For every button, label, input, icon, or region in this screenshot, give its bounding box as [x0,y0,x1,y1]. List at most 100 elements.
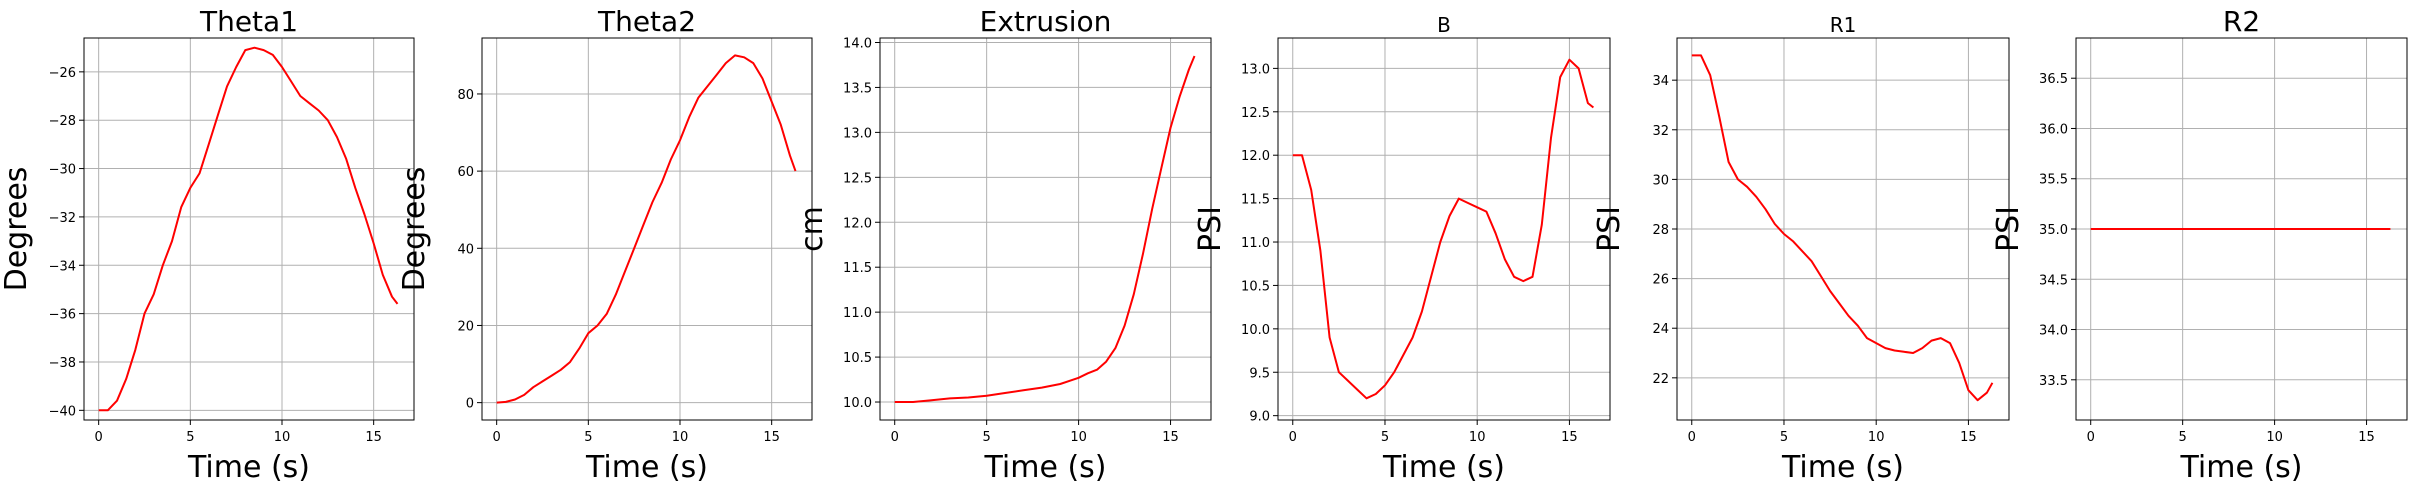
axes-frame [879,37,1212,421]
chart-panel-1: 0 5 10 15 −40 −38 −36 −34 −32 −30 −28 −26 Theta1 Time… [0,5,415,485]
x-tick-label: 5 [983,430,991,445]
x-tick-label: 10 [1070,430,1087,445]
x-tick-label: 5 [1780,430,1788,445]
chart-panel-2: 0 5 10 15 0 20 40 60 80 Theta2 Time (s) Degrees [397,5,813,485]
axes-frame [481,37,813,421]
y-axis-label: PSI [1592,206,1627,252]
chart-panel-3: 0 5 10 15 10.0 10.5 11.0 11.5 12.0 12.5 13.0 13.5 14… [795,5,1212,485]
x-tick-label: 5 [1381,430,1389,445]
x-axis-label: Time (s) [187,450,310,485]
x-axis-label: Time (s) [2180,450,2303,485]
x-tick-label: 15 [2358,430,2375,445]
y-axis-label: Degrees [0,167,34,292]
chart-panel-5: 0 5 10 15 22 24 26 28 30 32 34 R1 Time (s) PSI [1592,13,2010,485]
y-tick-label: 36.5 [2039,72,2068,87]
y-tick-label: 35.5 [2039,173,2068,188]
y-tick-label: 13.5 [843,81,872,96]
y-tick-label: 13.0 [1241,62,1270,77]
x-tick-label: 0 [891,430,899,445]
y-tick-label: 28 [1652,223,1669,238]
y-tick-label: 20 [457,319,474,334]
x-axis-label: Time (s) [1382,450,1505,485]
chart-title: B [1437,13,1451,37]
x-tick-label: 10 [274,430,291,445]
y-axis-label: cm [795,206,830,252]
y-tick-label: 36.0 [2039,122,2068,137]
y-tick-label: 35.0 [2039,223,2068,238]
y-tick-label: 40 [457,242,474,257]
series-line [98,46,399,412]
chart-title: R1 [1830,13,1857,37]
y-tick-label: 32 [1652,124,1669,139]
y-axis-label: PSI [1193,206,1228,252]
y-tick-label: 10.0 [1241,323,1270,338]
y-tick-label: 10.5 [1241,279,1270,294]
series-line [496,54,797,404]
y-tick-label: −32 [49,211,76,226]
y-tick-label: 11.0 [1241,236,1270,251]
y-tick-label: 26 [1652,273,1669,288]
x-tick-label: 10 [672,430,689,445]
y-tick-label: 13.0 [843,126,872,141]
y-tick-label: 12.5 [843,171,872,186]
y-tick-label: −26 [49,66,76,81]
series-line [1691,54,1994,402]
y-tick-label: 34.5 [2039,273,2068,288]
y-tick-label: 11.5 [1241,193,1270,208]
y-tick-label: 12.0 [843,216,872,231]
y-tick-label: −30 [49,163,76,178]
y-tick-label: 9.0 [1249,410,1270,425]
x-tick-label: 5 [186,430,194,445]
x-tick-label: 0 [95,430,103,445]
y-tick-label: 33.5 [2039,374,2068,389]
x-axis-label: Time (s) [1781,450,1904,485]
x-tick-label: 0 [1688,430,1696,445]
y-tick-label: 30 [1652,173,1669,188]
y-tick-label: −36 [49,308,76,323]
x-axis-label: Time (s) [984,450,1107,485]
x-tick-label: 10 [1469,430,1486,445]
axes-frame [1277,37,1611,421]
y-tick-label: 24 [1652,322,1669,337]
x-tick-label: 15 [1960,430,1977,445]
y-tick-label: 34.0 [2039,324,2068,339]
y-tick-label: 12.0 [1241,149,1270,164]
x-tick-label: 5 [2179,430,2187,445]
x-tick-label: 10 [1868,430,1885,445]
chart-title: Theta1 [199,5,298,38]
y-tick-label: 10.0 [843,396,872,411]
x-axis-label: Time (s) [585,450,708,485]
y-tick-label: 80 [457,88,474,103]
y-tick-label: −38 [49,356,76,371]
x-tick-label: 0 [1289,430,1297,445]
x-tick-label: 10 [2266,430,2283,445]
chart-panel-6: 0 5 10 15 33.5 34.0 34.5 35.0 35.5 36.0 36.5 R2 Time… [1991,5,2408,485]
y-tick-label: 22 [1652,372,1669,387]
chart-title: Extrusion [980,5,1112,38]
x-tick-label: 5 [584,430,592,445]
y-tick-label: 60 [457,165,474,180]
y-tick-label: 11.0 [843,306,872,321]
chart-title: R2 [2223,5,2260,38]
x-tick-label: 15 [763,430,780,445]
y-tick-label: −28 [49,114,76,129]
y-axis-label: Degrees [397,167,432,292]
y-tick-label: 11.5 [843,261,872,276]
y-tick-label: −34 [49,259,76,274]
y-tick-label: 12.5 [1241,106,1270,121]
x-tick-label: 0 [2087,430,2095,445]
series-line [1292,58,1595,400]
series-line [894,55,1196,403]
y-tick-label: 34 [1652,74,1669,89]
y-tick-label: 0 [466,397,474,412]
y-tick-label: 14.0 [843,36,872,51]
x-tick-label: 15 [1561,430,1578,445]
y-axis-label: PSI [1991,206,2026,252]
chart-panel-4: 0 5 10 15 9.0 9.5 10.0 10.5 11.0 11.5 12.0 12.5 13.0… [1193,13,1611,485]
x-tick-label: 0 [493,430,501,445]
axes-frame [83,37,415,421]
y-tick-label: 9.5 [1249,366,1270,381]
chart-title: Theta2 [597,5,696,38]
y-tick-label: −40 [49,404,76,419]
